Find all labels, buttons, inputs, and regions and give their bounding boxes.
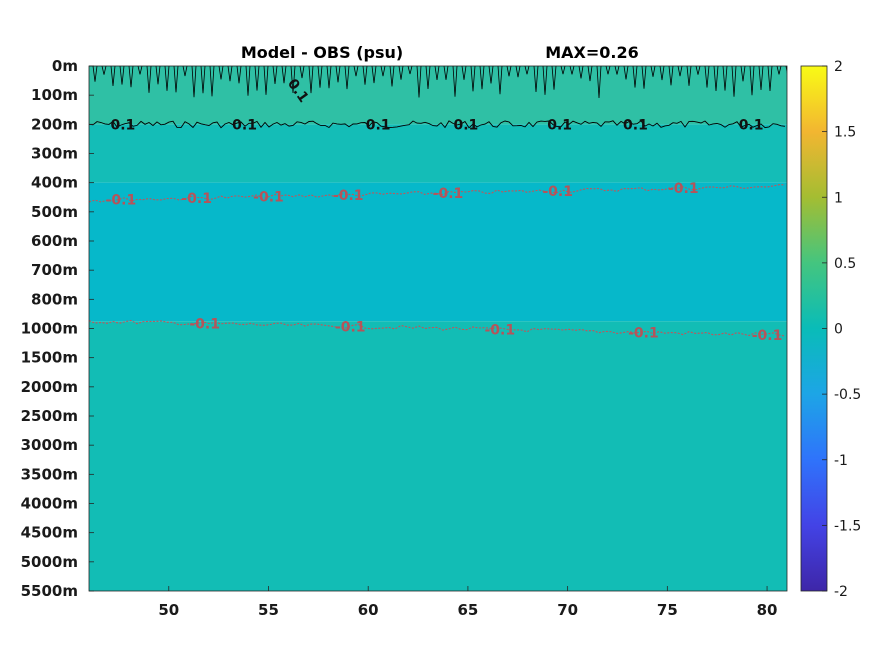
x-tick-label: 55 — [258, 601, 279, 619]
contour-label: 0.1 — [232, 117, 257, 133]
x-tick-label: 60 — [358, 601, 379, 619]
y-tick-label: 300m — [31, 145, 78, 163]
contour-label: -0.1 — [433, 186, 464, 202]
y-tick-label: 5000m — [21, 553, 78, 571]
y-tick-label: 4500m — [21, 524, 78, 542]
y-tick-label: 1500m — [21, 349, 78, 367]
y-tick-label: 200m — [31, 115, 78, 133]
contour-label: -0.1 — [333, 188, 364, 204]
x-tick-label: 80 — [757, 601, 778, 619]
y-tick-label: 800m — [31, 290, 78, 308]
colorbar-tick-label: 2 — [834, 59, 843, 75]
contour-label: -0.1 — [253, 190, 284, 206]
x-tick-label: 75 — [657, 601, 678, 619]
contour-label: -0.1 — [752, 328, 783, 344]
chart-subtitle: MAX=0.26 — [545, 43, 639, 62]
colorbar: 2 1.5 1 0.5 0 -0.5 -1 -1.5 -2 — [800, 59, 861, 600]
contour-label: -0.1 — [106, 193, 137, 209]
contour-labels: 0.1 0.1 0.1 0.1 0.1 0.1 0.1 -0.1 -0.1 -0.1 -0.1 -0.… — [106, 76, 783, 344]
y-tick-label: 4000m — [21, 495, 78, 513]
contour-label: -0.1 — [668, 181, 699, 197]
contour-label: 0.1 — [110, 117, 135, 133]
contour-label: -0.1 — [628, 325, 659, 341]
field-band-3 — [89, 321, 787, 591]
colorbar-tick-label: 1.5 — [834, 125, 856, 141]
contour-line-2 — [89, 319, 786, 337]
y-tick-label: 700m — [31, 261, 78, 279]
x-tick-label: 50 — [158, 601, 179, 619]
x-tick-label: 65 — [457, 601, 478, 619]
y-tick-label: 3500m — [21, 465, 78, 483]
contour-label: -0.1 — [485, 322, 516, 338]
colorbar-tick-label: -0.5 — [834, 387, 861, 403]
contour-label: -0.1 — [335, 319, 366, 335]
contour-line-0 — [89, 120, 786, 129]
y-tick-label: 0m — [52, 57, 78, 75]
contour-label: 0.1 — [623, 117, 648, 133]
y-tick-label: 400m — [31, 174, 78, 192]
y-tick-label: 100m — [31, 86, 78, 104]
colorbar-tick-label: -1 — [834, 453, 848, 469]
y-tick-label: 2000m — [21, 378, 78, 396]
y-tick-label: 1000m — [21, 320, 78, 338]
contour-label: -0.1 — [189, 317, 220, 333]
contour-lines — [89, 66, 787, 337]
y-tick-label: 5500m — [21, 582, 78, 600]
y-tick-label: 500m — [31, 203, 78, 221]
heatmap-field — [89, 66, 787, 591]
colorbar-tick-label: -2 — [834, 584, 848, 600]
field-band-2 — [89, 182, 787, 322]
colorbar-tick-label: 0.5 — [834, 256, 856, 272]
colorbar-tick-label: 0 — [834, 322, 843, 338]
y-tick-label: 3000m — [21, 436, 78, 454]
contour-label: 0.1 — [454, 117, 479, 133]
y-tick-label: 600m — [31, 232, 78, 250]
field-band-1 — [89, 124, 787, 183]
contour-label: 0.1 — [739, 117, 764, 133]
y-tick-label: 2500m — [21, 407, 78, 425]
chart-title: Model - OBS (psu) — [241, 43, 403, 62]
contour-line-1 — [89, 184, 786, 203]
x-axis: 50 55 60 65 70 75 80 — [158, 586, 777, 619]
y-axis: 0m 100m 200m 300m 400m 500m 600m 700m 800m 1000m 1… — [21, 57, 94, 600]
contour-label: 0.1 — [547, 117, 572, 133]
x-tick-label: 70 — [557, 601, 578, 619]
contour-label: 0.1 — [366, 117, 391, 133]
colorbar-tick-label: 1 — [834, 190, 843, 206]
surface-contour-spikes — [92, 66, 787, 98]
contour-label: -0.1 — [542, 184, 573, 200]
colorbar-tick-label: -1.5 — [834, 518, 861, 534]
contour-label: -0.1 — [181, 191, 212, 207]
